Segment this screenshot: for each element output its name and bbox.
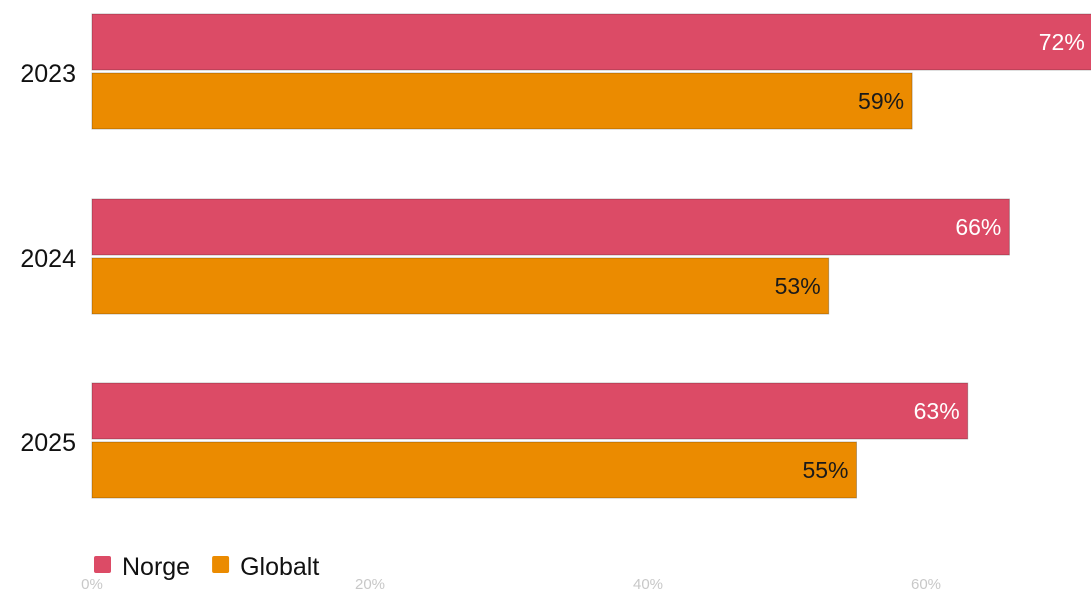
data-label: 55% bbox=[802, 457, 848, 483]
category-label: 2025 bbox=[20, 429, 76, 457]
bar-globalt-2025 bbox=[91, 441, 857, 499]
bar-norge-2025 bbox=[91, 382, 969, 440]
bar-norge-2024 bbox=[91, 198, 1010, 256]
bar-globalt-2024 bbox=[91, 257, 830, 315]
data-label: 63% bbox=[914, 398, 960, 424]
bar-globalt-2023 bbox=[91, 72, 913, 130]
legend-swatch-globalt bbox=[212, 556, 230, 573]
data-label: 53% bbox=[775, 273, 821, 299]
legend-label: Globalt bbox=[240, 553, 319, 581]
data-label: 59% bbox=[858, 88, 904, 114]
x-tick-label: 60% bbox=[911, 576, 941, 589]
x-tick-label: 40% bbox=[633, 576, 663, 589]
legend-swatch-norge bbox=[94, 556, 111, 573]
data-label: 72% bbox=[1039, 29, 1085, 55]
x-tick-label: 0% bbox=[81, 576, 103, 589]
bar-norge-2023 bbox=[91, 13, 1091, 71]
category-label: 2023 bbox=[20, 60, 76, 88]
category-label: 2024 bbox=[20, 245, 76, 273]
data-label: 66% bbox=[955, 214, 1001, 240]
legend-label: Norge bbox=[122, 553, 190, 581]
x-tick-label: 20% bbox=[355, 576, 385, 589]
